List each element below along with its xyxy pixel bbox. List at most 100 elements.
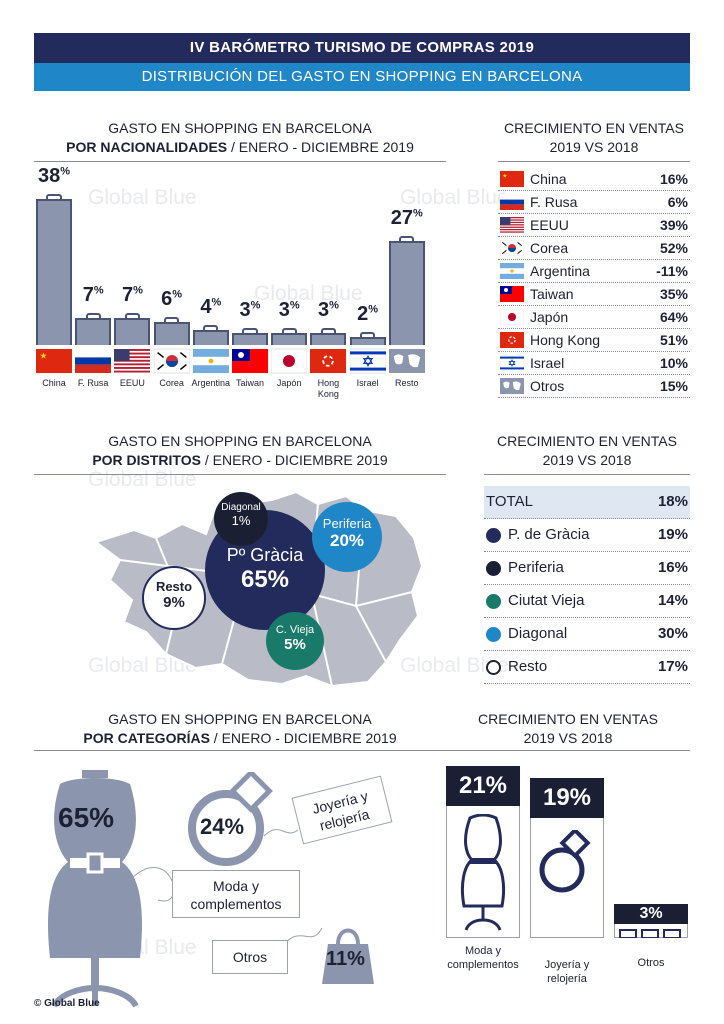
district-row: Resto 17% bbox=[484, 651, 690, 684]
hong-kong-flag bbox=[310, 348, 347, 374]
main-title: IV BARÓMETRO TURISMO DE COMPRAS 2019 bbox=[34, 33, 690, 63]
divider bbox=[34, 750, 446, 751]
china-flag: ★ bbox=[36, 348, 72, 374]
taiwan-flag bbox=[500, 286, 524, 302]
country-name: China bbox=[530, 171, 567, 187]
district-row: Diagonal 30% bbox=[484, 618, 690, 651]
watermark: Global Blue bbox=[88, 186, 197, 209]
district-value: 14% bbox=[657, 592, 688, 609]
otros-share: 11% bbox=[326, 948, 365, 970]
bar-value-label: 7% bbox=[121, 284, 143, 307]
growth-value: 15% bbox=[659, 378, 688, 394]
district-value: 18% bbox=[657, 493, 688, 510]
growth-row: Israel 10% bbox=[498, 352, 690, 375]
bar-category-label: Corea bbox=[159, 378, 184, 388]
russia-flag bbox=[500, 194, 524, 210]
watermark: Global Blue bbox=[88, 468, 197, 491]
bar-2 bbox=[114, 313, 151, 345]
bar-4 bbox=[192, 324, 229, 345]
bar-0 bbox=[36, 194, 72, 345]
world-map-icon bbox=[500, 378, 524, 394]
korea-flag bbox=[500, 240, 524, 256]
bar-category-label: China bbox=[42, 378, 66, 388]
bar-value-label: 6% bbox=[161, 287, 183, 310]
country-name: EEUU bbox=[530, 217, 569, 233]
japan-flag bbox=[500, 309, 524, 325]
japan-flag bbox=[271, 348, 308, 374]
hong-kong-flag bbox=[500, 332, 524, 348]
main-subtitle: DISTRIBUCIÓN DEL GASTO EN SHOPPING EN BA… bbox=[34, 63, 690, 91]
country-name: Taiwan bbox=[530, 286, 574, 302]
korea-flag bbox=[153, 348, 190, 374]
svg-text:★: ★ bbox=[502, 172, 507, 179]
district-name: P. de Gràcia bbox=[508, 526, 590, 543]
cat-growth-title: CRECIMIENTO EN VENTAS 2019 VS 2018 bbox=[478, 711, 658, 746]
svg-text:★: ★ bbox=[40, 351, 48, 361]
district-dot bbox=[486, 561, 501, 576]
bar-value-label: 3% bbox=[278, 299, 300, 322]
bar-1 bbox=[75, 313, 112, 345]
growth-value: 52% bbox=[659, 240, 688, 256]
growth-value: 10% bbox=[659, 355, 688, 371]
bar-category-label: F. Rusa bbox=[77, 378, 109, 388]
country-name: Hong Kong bbox=[530, 332, 601, 348]
dress-form-icon bbox=[48, 770, 142, 1008]
tag-otros: Otros bbox=[212, 940, 288, 974]
growth-value: 35% bbox=[659, 286, 688, 302]
watermark: Global Blue bbox=[400, 186, 509, 209]
bar-3 bbox=[153, 316, 190, 345]
growth-row: Taiwan 35% bbox=[498, 283, 690, 306]
china-flag: ★ bbox=[500, 171, 524, 187]
bar-category-label: Hong Kong bbox=[317, 378, 340, 399]
dist-section-title: GASTO EN SHOPPING EN BARCELONA POR DISTR… bbox=[92, 433, 388, 468]
growth-row: Otros 15% bbox=[498, 375, 690, 398]
growth-section-title: CRECIMIENTO EN VENTAS 2019 VS 2018 bbox=[504, 120, 684, 155]
district-name: Resto bbox=[508, 658, 548, 675]
bar-category-label: Israel bbox=[356, 378, 379, 388]
district-dot bbox=[486, 528, 501, 543]
bar-category-label: Argentina bbox=[191, 378, 231, 388]
israel-flag bbox=[349, 348, 386, 374]
country-name: Argentina bbox=[530, 263, 590, 279]
divider bbox=[484, 474, 690, 475]
district-value: 16% bbox=[657, 559, 688, 576]
joyeria-growth-label: Joyería y relojería bbox=[544, 959, 590, 985]
bar-value-label: 3% bbox=[239, 299, 261, 322]
district-dot bbox=[486, 627, 501, 642]
bar-value-label: 2% bbox=[357, 303, 379, 326]
shopping-bag-icon bbox=[619, 929, 681, 938]
israel-flag bbox=[500, 355, 524, 371]
bar-category-label: Resto bbox=[395, 378, 419, 388]
tag-moda: Moda y complementos bbox=[172, 870, 300, 918]
district-row: Periferia 16% bbox=[484, 552, 690, 585]
bar-6 bbox=[271, 328, 308, 345]
divider bbox=[446, 750, 690, 751]
bar-value-label: 27% bbox=[390, 207, 423, 230]
growth-value: -11% bbox=[656, 263, 688, 279]
moda-growth: 21% bbox=[446, 766, 520, 806]
joyeria-growth: 19% bbox=[530, 778, 604, 818]
bar-value-label: 4% bbox=[200, 295, 222, 318]
shopping-bag-icon bbox=[322, 928, 374, 984]
argentina-flag bbox=[192, 348, 229, 374]
watermark: Global Blue bbox=[88, 654, 197, 677]
ring-icon bbox=[188, 772, 273, 866]
district-name: Diagonal bbox=[508, 625, 568, 642]
divider bbox=[498, 161, 690, 162]
copyright: © Global Blue bbox=[34, 998, 100, 1009]
dress-form-icon bbox=[460, 814, 506, 931]
country-name: Israel bbox=[530, 355, 565, 371]
bar-category-label: Japón bbox=[276, 378, 302, 388]
otros-growth: 3% bbox=[614, 904, 688, 924]
growth-row: Argentina -11% bbox=[498, 260, 690, 283]
bar-value-label: 7% bbox=[82, 284, 104, 307]
bar-category-label: Taiwan bbox=[235, 378, 264, 388]
divider bbox=[34, 161, 446, 162]
country-name: F. Rusa bbox=[530, 194, 578, 210]
district-name: Periferia bbox=[508, 559, 564, 576]
district-dot bbox=[486, 660, 501, 675]
growth-value: 64% bbox=[659, 309, 688, 325]
bubble-diagonal: Diagonal 1% bbox=[214, 492, 268, 546]
divider bbox=[34, 474, 446, 475]
russia-flag bbox=[75, 348, 112, 374]
